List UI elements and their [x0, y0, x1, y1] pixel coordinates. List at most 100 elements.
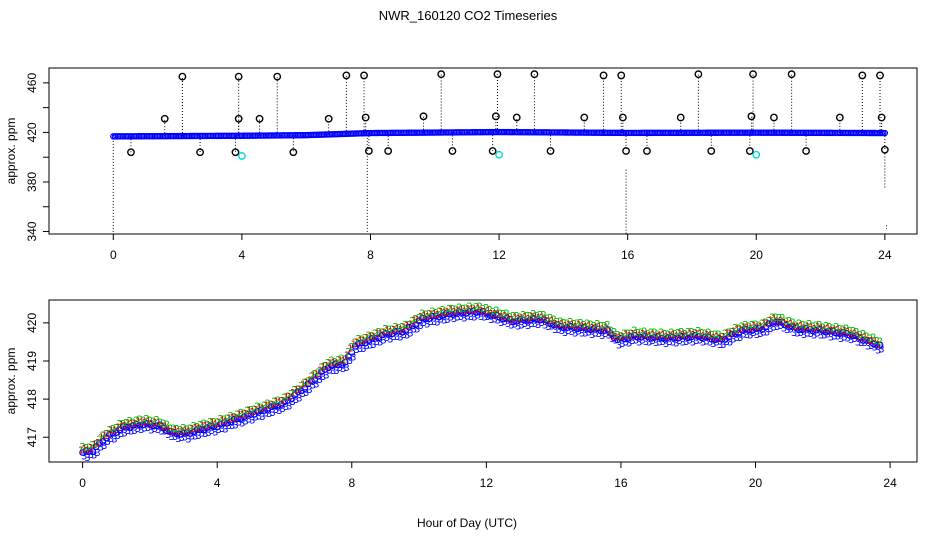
series-1-point: 1 [815, 322, 821, 333]
series-2-point: 2 [342, 355, 348, 366]
series-3-point: 3 [111, 434, 117, 445]
series-2-point: 2 [645, 329, 651, 340]
series-3-point: 3 [740, 329, 746, 340]
series-1-point: 1 [727, 329, 733, 340]
o-marker [691, 331, 699, 339]
series-2-point: 2 [564, 318, 570, 329]
series-3-point: 3 [390, 332, 396, 343]
series-2-point: 2 [766, 316, 772, 327]
o-marker [533, 316, 541, 323]
o-marker [694, 332, 702, 340]
series-1-point: 1 [350, 340, 356, 351]
series-2-point: 2 [167, 423, 173, 434]
series-1-point: 1 [801, 323, 807, 334]
series-3-point: 3 [589, 330, 595, 341]
series-3-point: 3 [219, 424, 225, 435]
series-3-point: 3 [310, 380, 316, 391]
series-2-point: 2 [204, 420, 210, 431]
series-1-point: 1 [102, 431, 108, 442]
series-3-point: 3 [347, 356, 353, 367]
series-3-point: 3 [168, 432, 174, 443]
o-marker [271, 402, 278, 410]
o-marker [826, 327, 833, 335]
series-1-point: 1 [566, 320, 572, 331]
o-marker [809, 327, 817, 335]
series-2-point: 2 [574, 318, 580, 329]
o-marker [795, 326, 803, 334]
series-1-point: 1 [795, 322, 801, 333]
top-drop-lines [112, 134, 887, 234]
o-marker [398, 328, 406, 336]
series-2-point: 2 [302, 377, 308, 388]
y-tick-label: 380 [25, 172, 39, 192]
o-marker [728, 330, 736, 338]
spike-point [255, 114, 264, 123]
o-marker [196, 425, 204, 433]
series-1-point: 1 [91, 440, 97, 451]
series-3-point: 3 [464, 311, 470, 322]
series-2-point: 2 [450, 304, 456, 315]
x-tick-label: 4 [214, 476, 221, 490]
series-2-point: 2 [810, 321, 816, 332]
o-marker [708, 335, 716, 343]
o-marker [731, 330, 739, 337]
series-1-point: 1 [583, 322, 589, 333]
series-1-point: 1 [630, 329, 636, 340]
series-1-point: 1 [216, 418, 222, 429]
x-tick-label: 16 [621, 248, 635, 262]
series-2-point: 2 [456, 302, 462, 313]
o-marker [567, 322, 574, 330]
o-marker [600, 327, 608, 335]
o-marker [560, 324, 568, 332]
o-marker [321, 366, 329, 373]
series-3-point: 3 [818, 331, 824, 342]
o-marker [516, 316, 524, 323]
series-2-point: 2 [618, 331, 624, 342]
o-marker [519, 316, 527, 324]
series-1-point: 1 [374, 329, 380, 340]
series-2-point: 2 [826, 322, 832, 333]
x-tick-label: 20 [750, 248, 764, 262]
series-2-point: 2 [157, 417, 163, 428]
series-2-point: 2 [675, 328, 681, 339]
series-3-point: 3 [417, 321, 423, 332]
series-1-point: 1 [310, 370, 316, 381]
series-2-point: 2 [722, 328, 728, 339]
series-3-point: 3 [108, 434, 114, 445]
series-1-point: 1 [394, 324, 400, 335]
series-3-point: 3 [162, 426, 168, 437]
spike-point [877, 113, 886, 122]
series-2-point: 2 [739, 321, 745, 332]
series-2-point: 2 [453, 305, 459, 316]
o-marker [556, 322, 564, 330]
top-panel: 0 4 8 12 16 20 24 340 380 420 460 approx. ppm [4, 67, 918, 262]
series-2-point: 2 [399, 322, 405, 333]
series-1-point: 1 [684, 330, 690, 341]
series-1-point: 1 [620, 332, 626, 343]
series-3-point: 3 [764, 328, 770, 339]
series-1-point: 1 [387, 327, 393, 338]
o-marker [85, 448, 93, 455]
series-2-point: 2 [261, 401, 267, 412]
series-3-point: 3 [676, 336, 682, 347]
o-marker [163, 427, 171, 435]
series-3-point: 3 [316, 375, 322, 386]
series-1-point: 1 [559, 319, 565, 330]
series-2-point: 2 [429, 307, 435, 318]
series-1-point: 1 [731, 327, 737, 338]
series-1-point: 1 [169, 427, 175, 438]
series-2-point: 2 [820, 322, 826, 333]
series-3-point: 3 [461, 314, 467, 325]
series-3-point: 3 [663, 339, 669, 350]
series-1-point: 1 [599, 324, 605, 335]
series-2-point: 2 [83, 443, 89, 454]
series-2-point: 2 [655, 329, 661, 340]
o-marker [620, 335, 628, 343]
series-2-point: 2 [160, 418, 166, 429]
o-marker [738, 326, 746, 334]
series-1-point: 1 [623, 330, 629, 341]
o-marker [496, 314, 504, 321]
series-3-point: 3 [693, 336, 699, 347]
series-3-point: 3 [121, 429, 127, 440]
series-1-point: 1 [858, 333, 864, 344]
